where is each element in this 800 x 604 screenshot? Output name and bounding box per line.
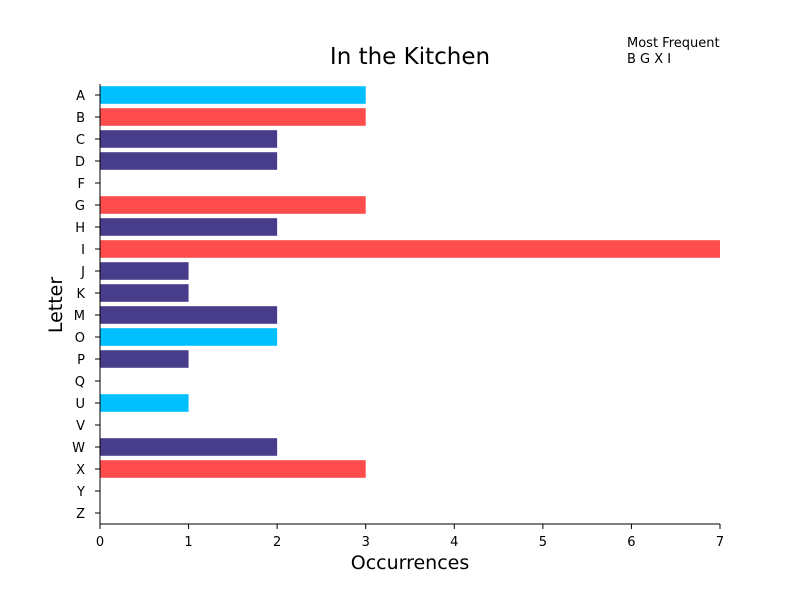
bar-b [100, 108, 366, 126]
bar-g [100, 196, 366, 214]
bar-u [100, 394, 189, 412]
y-tick-label-p: P [77, 353, 85, 368]
y-tick-label-c: C [76, 133, 85, 148]
most-frequent-letters: B G X I [627, 52, 671, 67]
y-axis-title: Letter [45, 277, 67, 334]
bar-o [100, 328, 278, 346]
y-tick-label-k: K [76, 287, 85, 302]
x-tick-label-5: 5 [539, 535, 547, 550]
y-tick-label-h: H [75, 221, 85, 236]
y-tick-label-j: J [80, 265, 85, 280]
bar-p [100, 350, 189, 368]
y-tick-label-q: Q [75, 375, 85, 390]
y-tick-label-z: Z [76, 507, 85, 522]
x-axis-title: Occurrences [351, 552, 470, 574]
x-tick-label-4: 4 [450, 535, 458, 550]
y-tick-label-f: F [78, 177, 85, 192]
y-tick-label-m: M [74, 309, 85, 324]
most-frequent-heading: Most Frequent [627, 36, 720, 51]
y-tick-label-y: Y [76, 485, 85, 500]
bar-a [100, 86, 366, 104]
y-tick-label-d: D [75, 155, 85, 170]
bar-j [100, 262, 189, 280]
bar-h [100, 218, 278, 236]
x-tick-label-2: 2 [273, 535, 281, 550]
bar-c [100, 130, 278, 148]
x-tick-label-7: 7 [716, 535, 724, 550]
bars [100, 86, 720, 478]
y-tick-label-a: A [76, 89, 85, 104]
bar-m [100, 306, 278, 324]
bar-d [100, 152, 278, 170]
bar-x [100, 460, 366, 478]
x-tick-label-6: 6 [627, 535, 635, 550]
bar-k [100, 284, 189, 302]
y-tick-label-w: W [72, 441, 85, 456]
y-tick-label-o: O [75, 331, 85, 346]
y-tick-label-g: G [75, 199, 85, 214]
x-tick-label-0: 0 [96, 535, 104, 550]
x-tick-label-3: 3 [362, 535, 370, 550]
y-tick-label-b: B [76, 111, 85, 126]
bar-i [100, 240, 720, 258]
chart-title: In the Kitchen [330, 44, 490, 70]
y-tick-label-u: U [75, 397, 85, 412]
y-tick-label-x: X [76, 463, 85, 478]
y-tick-label-i: I [81, 243, 85, 258]
y-tick-label-v: V [76, 419, 85, 434]
x-tick-label-1: 1 [184, 535, 192, 550]
bar-w [100, 438, 278, 456]
